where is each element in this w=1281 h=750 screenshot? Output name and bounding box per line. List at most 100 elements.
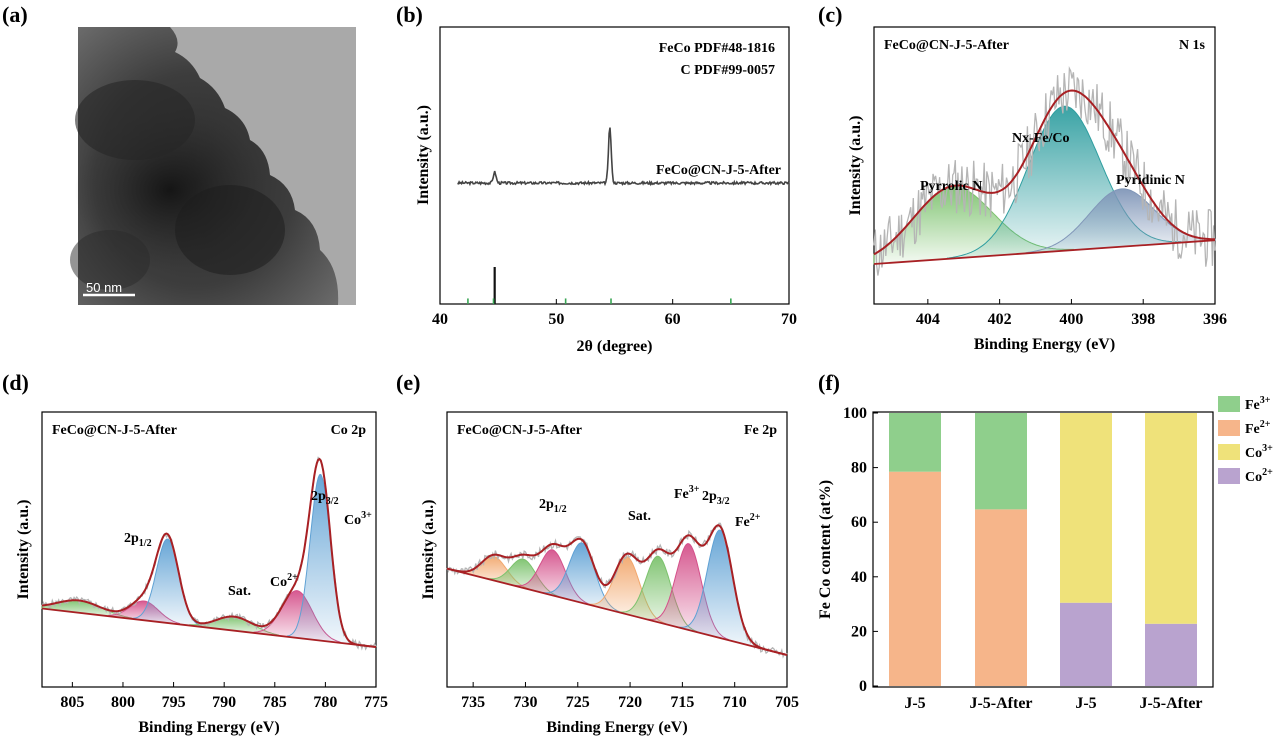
x-tick-label: 398	[1131, 311, 1155, 328]
x-tick-label: 785	[263, 694, 287, 711]
y-tick-label: 0	[859, 678, 867, 695]
legend-swatch	[1218, 396, 1240, 412]
legend-label: Fe2+	[1245, 419, 1271, 437]
label-fe3: Fe3+	[674, 484, 700, 502]
bar-segment	[1145, 623, 1197, 686]
bar-segment	[889, 471, 941, 686]
category-label: J-5	[904, 695, 925, 712]
category-label: J-5-After	[969, 695, 1032, 712]
x-tick-label: 775	[364, 694, 388, 711]
x-axis-label: Binding Energy (eV)	[546, 719, 687, 736]
y-tick-label: 100	[843, 405, 867, 422]
y-tick-label: 40	[851, 569, 867, 586]
panel-label-b: (b)	[396, 2, 423, 27]
x-tick-label: 780	[313, 694, 337, 711]
x-axis-label: 2θ (degree)	[576, 338, 652, 355]
scale-bar-label: 50 nm	[86, 280, 122, 295]
bar-segment	[975, 413, 1027, 510]
x-tick-label: 790	[212, 694, 236, 711]
n1s-panel: 404 402 400 398 396 Binding Energy (eV) Intens…	[847, 26, 1227, 353]
component-label-0: Pyrrolic N	[920, 179, 982, 194]
label-satellite: Sat.	[228, 584, 251, 599]
tem-image: 50 nm	[70, 27, 356, 305]
x-tick-label: 402	[988, 311, 1012, 328]
label-2p-three-half: 2p3/2	[311, 489, 339, 507]
component-label-2: Pyridinic N	[1116, 173, 1185, 188]
label-satellite: Sat.	[628, 509, 651, 524]
xrd-series-label: FeCo@CN-J-5-After	[656, 163, 781, 178]
x-tick-label: 40	[432, 311, 448, 328]
background-line	[446, 567, 788, 656]
label-2p-half: 2p1/2	[539, 497, 567, 515]
legend-label: Co2+	[1245, 467, 1273, 485]
y-axis-label: Intensity (a.u.)	[420, 499, 437, 599]
panel-label-d: (d)	[2, 370, 29, 395]
background-line	[41, 607, 377, 648]
category-label: J-5-After	[1139, 695, 1202, 712]
x-tick-label: 735	[461, 694, 485, 711]
co2p-panel: 805 800 795 790 785 780 775 Binding Energy (eV)…	[15, 411, 388, 736]
y-axis-label: Intensity (a.u.)	[847, 115, 864, 215]
x-axis-label: Binding Energy (eV)	[138, 719, 279, 736]
xrd-panel: FeCo@CN-J-5-After FeCo PDF#48-1816 C PDF#9…	[415, 26, 797, 355]
x-tick-label: 720	[618, 694, 642, 711]
legend-label: Co3+	[1245, 443, 1273, 461]
sample-label: FeCo@CN-J-5-After	[884, 38, 1009, 53]
x-tick-label: 800	[111, 694, 135, 711]
bar-segment	[1145, 413, 1197, 624]
y-axis-label: Intensity (a.u.)	[415, 105, 432, 205]
x-tick-label: 730	[513, 694, 537, 711]
x-tick-label: 404	[916, 311, 940, 328]
legend-label: Fe3+	[1245, 395, 1271, 413]
panel-label-e: (e)	[396, 370, 420, 395]
label-2p-three-half: 2p3/2	[702, 489, 730, 507]
y-tick-label: 60	[851, 514, 867, 531]
fit-envelope-line	[41, 457, 377, 648]
label-2p-half: 2p1/2	[124, 531, 152, 549]
fit-envelope-line	[873, 89, 1215, 256]
x-tick-label: 400	[1059, 311, 1083, 328]
bar-segment	[889, 413, 941, 472]
legend-swatch	[1218, 444, 1240, 460]
fit-envelope-line	[446, 524, 788, 656]
y-axis-label: Intensity (a.u.)	[15, 499, 32, 599]
panel-label-f: (f)	[818, 370, 840, 395]
x-axis-label: Binding Energy (eV)	[974, 336, 1115, 353]
label-co3: Co3+	[344, 510, 372, 528]
x-tick-label: 805	[60, 694, 84, 711]
y-axis-label: Fe Co content (at%)	[817, 480, 834, 619]
spectrum-title: Co 2p	[331, 423, 367, 438]
bar-segment	[975, 509, 1027, 686]
component-label-1: Nx-Fe/Co	[1012, 131, 1070, 146]
x-tick-label: 715	[670, 694, 694, 711]
category-label: J-5	[1075, 695, 1096, 712]
y-tick-label: 20	[851, 623, 867, 640]
panel-label-c: (c)	[818, 2, 842, 27]
raw-data-line	[873, 66, 1216, 276]
x-tick-label: 60	[665, 311, 681, 328]
legend-swatch	[1218, 420, 1240, 436]
label-fe2: Fe2+	[735, 512, 761, 530]
label-co2: Co2+	[270, 572, 298, 590]
spectrum-title: N 1s	[1179, 38, 1206, 53]
x-tick-label: 50	[548, 311, 564, 328]
x-tick-label: 795	[162, 694, 186, 711]
spectrum-title: Fe 2p	[744, 423, 777, 438]
xrd-pattern-line	[457, 127, 790, 187]
bar-segment	[1060, 413, 1112, 603]
sample-label: FeCo@CN-J-5-After	[457, 423, 582, 438]
x-tick-label: 710	[723, 694, 747, 711]
background-line	[873, 239, 1216, 265]
x-tick-label: 70	[781, 311, 797, 328]
content-bar-panel: J-5 J-5-After J-5 J-5-After 0 20 40 60 80 100 Fe C…	[817, 395, 1273, 712]
fe2p-panel: 735 730 725 720 715 710 705 Binding Energy (eV)…	[420, 411, 799, 736]
x-tick-label: 705	[775, 694, 799, 711]
panel-label-a: (a)	[2, 2, 28, 27]
legend-feco-pdf: FeCo PDF#48-1816	[659, 41, 775, 56]
y-tick-label: 80	[851, 460, 867, 477]
bar-segment	[1060, 602, 1112, 686]
peak-component-2	[132, 538, 202, 628]
legend-c-pdf: C PDF#99-0057	[681, 63, 776, 78]
sample-label: FeCo@CN-J-5-After	[52, 423, 177, 438]
